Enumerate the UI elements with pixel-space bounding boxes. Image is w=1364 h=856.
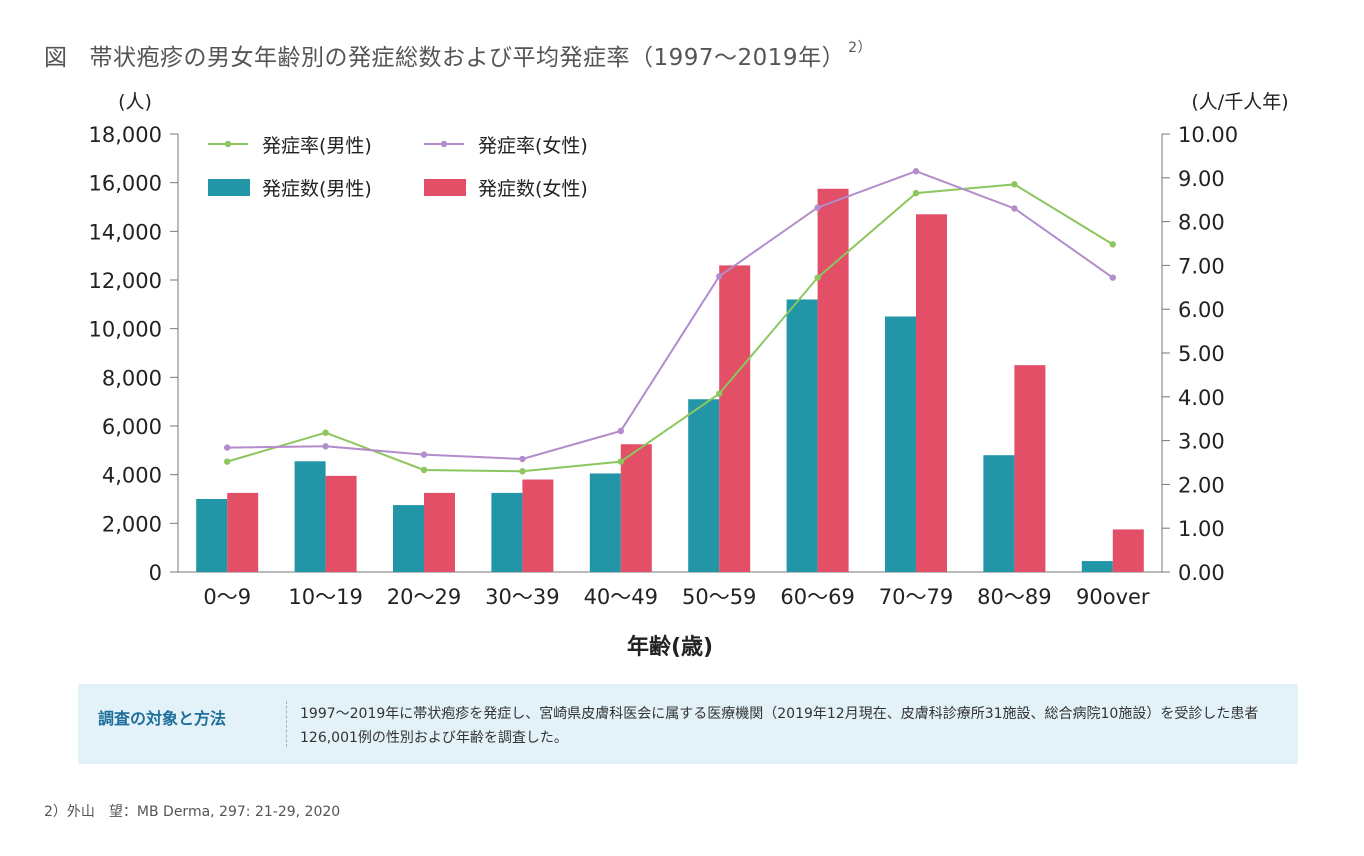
legend-marker-rate-female <box>440 140 448 148</box>
x-axis-title: 年齢(歳) <box>627 634 713 660</box>
x-tick-label: 60〜69 <box>780 585 854 609</box>
left-tick-label: 14,000 <box>89 220 162 244</box>
rate-point-male <box>420 466 428 474</box>
rate-point-female <box>716 273 723 280</box>
rate-line-male <box>226 183 1114 473</box>
right-tick-label: 10.00 <box>1178 123 1238 147</box>
bar-female <box>719 265 751 572</box>
bar-female <box>227 492 259 572</box>
footnote: 2）外山 望：MB Derma, 297: 21-29, 2020 <box>44 804 341 820</box>
right-tick-label: 4.00 <box>1178 386 1225 410</box>
legend-marker-rate-male <box>224 140 232 148</box>
right-tick-label: 3.00 <box>1178 430 1225 454</box>
left-tick-label: 16,000 <box>89 172 162 196</box>
legend-label-rate-female: 発症率(女性) <box>478 135 588 157</box>
combo-chart: 0 2,000 4,000 6,000 8,000 10,000 12,000 14,000 1… <box>89 91 1289 660</box>
legend-label-count-male: 発症数(男性) <box>262 178 372 200</box>
bar-male <box>393 505 424 572</box>
x-tick-label: 20〜29 <box>387 585 461 609</box>
rate-point-female <box>322 443 329 450</box>
rate-point-female <box>420 451 428 458</box>
left-tick-label: 18,000 <box>89 123 162 147</box>
bar-female <box>522 479 554 572</box>
right-tick-label: 5.00 <box>1178 342 1225 366</box>
x-tick-label: 50〜59 <box>682 585 756 609</box>
rate-point-female <box>912 168 920 175</box>
legend-swatch-count-female <box>424 179 466 196</box>
bar-male <box>885 316 916 572</box>
left-tick-label: 10,000 <box>89 318 162 342</box>
bar-female <box>817 188 849 572</box>
rate-point-male <box>224 458 231 465</box>
left-axis-unit: (人) <box>118 91 152 113</box>
rate-point-male <box>814 274 821 281</box>
method-divider <box>286 701 287 747</box>
figure-label: 図 <box>44 45 68 71</box>
left-tick-label: 2,000 <box>102 512 162 536</box>
x-tick-label: 90over <box>1076 585 1150 609</box>
right-tick-label: 8.00 <box>1178 211 1225 235</box>
x-tick-label: 40〜49 <box>584 585 658 609</box>
bar-female <box>620 444 652 572</box>
figure-title-text: 帯状疱疹の男女年齢別の発症総数および平均発症率（1997〜2019年） <box>89 45 846 71</box>
rate-point-male <box>716 390 723 397</box>
bar-male <box>491 492 523 572</box>
bar-female <box>424 492 455 572</box>
left-tick-label: 12,000 <box>89 269 162 293</box>
bar-male <box>589 473 621 572</box>
right-tick-label: 1.00 <box>1178 517 1225 541</box>
x-tick-label: 30〜39 <box>485 585 559 609</box>
bar-male <box>786 299 818 572</box>
bar-female <box>1014 365 1046 572</box>
rate-point-male <box>322 429 329 436</box>
method-info-box: 調査の対象と方法 1997〜2019年に帯状疱疹を発症し、宮崎県皮膚科医会に属す… <box>78 684 1298 764</box>
right-tick-label: 7.00 <box>1178 254 1225 278</box>
rate-point-female <box>814 204 821 211</box>
legend-label-count-female: 発症数(女性) <box>478 178 588 200</box>
figure-title: 図帯状疱疹の男女年齢別の発症総数および平均発症率（1997〜2019年） 2） <box>44 38 872 72</box>
left-tick-label: 4,000 <box>102 464 162 488</box>
figure-reference: 2） <box>848 40 872 57</box>
right-tick-label: 2.00 <box>1178 473 1225 497</box>
rate-point-female <box>617 427 624 435</box>
bar-male <box>196 499 228 572</box>
legend-label-rate-male: 発症率(男性) <box>262 135 372 157</box>
right-tick-label: 0.00 <box>1178 561 1225 585</box>
rate-point-male <box>912 189 920 197</box>
rate-point-female <box>1109 274 1117 281</box>
rate-line-female <box>227 170 1114 461</box>
method-text: 1997〜2019年に帯状疱疹を発症し、宮崎県皮膚科医会に属する医療機関（201… <box>300 706 1259 746</box>
bar-male <box>688 399 720 572</box>
rate-point-male <box>1109 241 1117 248</box>
left-tick-label: 0 <box>149 561 162 585</box>
x-tick-label: 0〜9 <box>203 585 251 609</box>
bar-female <box>916 214 947 573</box>
rate-point-male <box>617 458 624 465</box>
bar-male <box>294 461 326 572</box>
method-heading: 調査の対象と方法 <box>98 709 227 728</box>
x-tick-label: 70〜79 <box>879 585 953 609</box>
bar-male <box>983 455 1015 572</box>
rate-point-female <box>224 444 231 451</box>
left-tick-label: 8,000 <box>102 366 162 390</box>
rate-point-male <box>519 468 526 475</box>
bar-female <box>325 475 357 572</box>
rate-point-female <box>519 455 526 463</box>
right-axis-unit: (人/千人年) <box>1191 91 1288 113</box>
x-tick-label: 10〜19 <box>288 585 362 609</box>
bar-male <box>1081 561 1113 572</box>
left-tick-label: 6,000 <box>102 415 162 439</box>
rate-point-female <box>1011 205 1018 212</box>
right-tick-label: 9.00 <box>1178 167 1225 191</box>
bar-female <box>1112 529 1144 572</box>
right-tick-label: 6.00 <box>1178 298 1225 322</box>
rate-point-male <box>1011 181 1018 188</box>
x-tick-label: 80〜89 <box>977 585 1051 609</box>
legend-swatch-count-male <box>208 179 250 196</box>
